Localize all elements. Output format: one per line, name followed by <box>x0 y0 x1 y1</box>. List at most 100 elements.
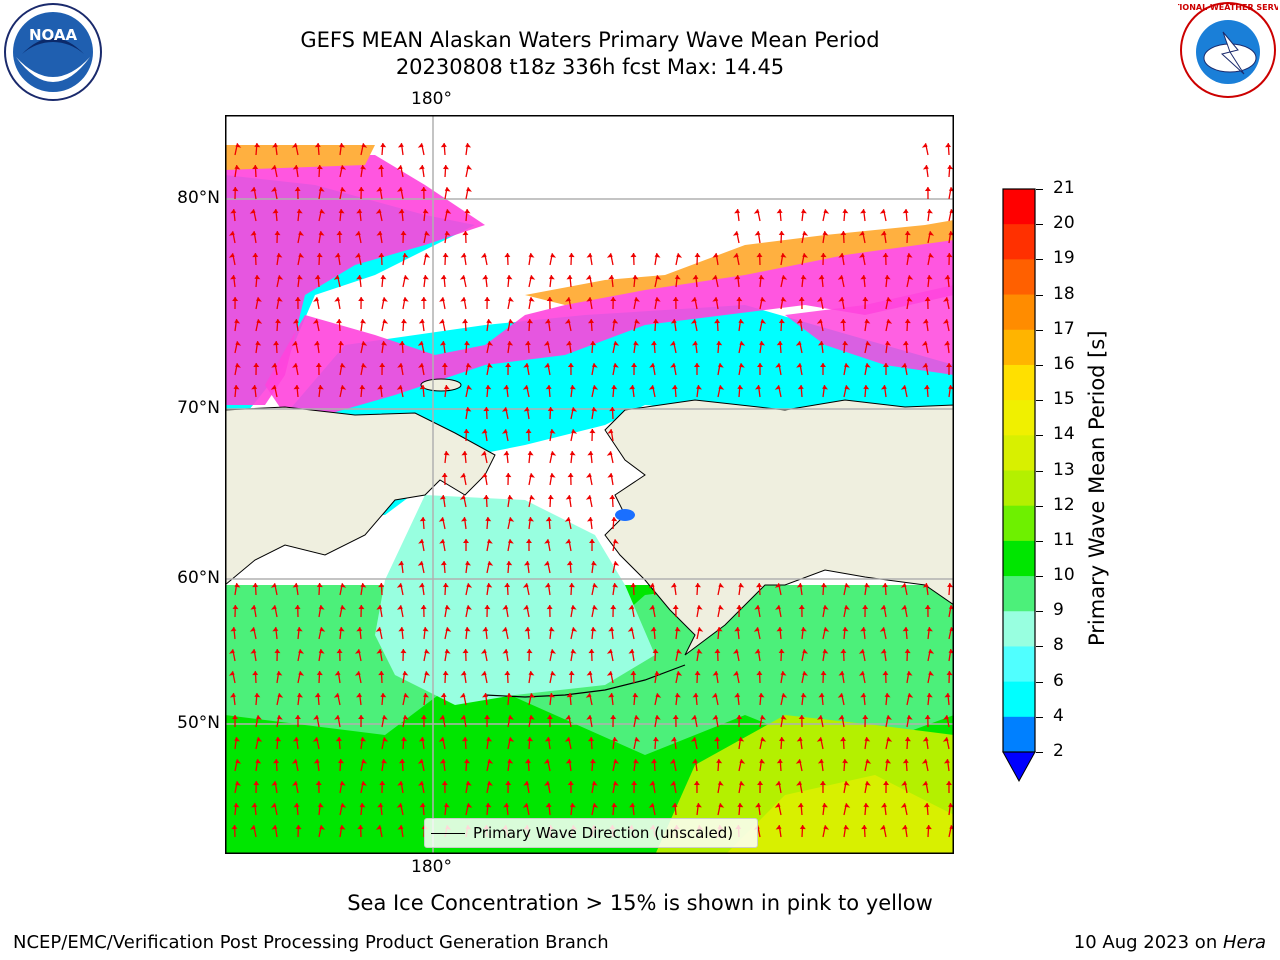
wave-arrow-head <box>439 759 446 764</box>
wave-arrow-head <box>235 341 242 346</box>
wave-arrow-head <box>466 803 473 808</box>
wave-arrow-head <box>439 495 446 500</box>
wave-arrow-head <box>231 825 238 830</box>
wave-arrow-head <box>272 209 279 214</box>
wave-arrow-head <box>314 693 321 698</box>
colorbar-segment <box>1003 364 1035 401</box>
wave-arrow-head <box>606 253 613 258</box>
wave-arrow-head <box>294 297 301 302</box>
wave-arrow-head <box>718 385 725 390</box>
footer-host: Hera <box>1222 932 1266 953</box>
wave-arrow-head <box>315 781 322 786</box>
wave-arrow-head <box>922 319 929 324</box>
wave-arrow-head <box>649 363 656 368</box>
wave-arrow-head <box>381 759 388 764</box>
wave-arrow-head <box>838 715 845 720</box>
wave-arrow-head <box>650 759 657 764</box>
wave-arrow-head <box>862 297 869 302</box>
wave-arrow-head <box>816 319 823 324</box>
wave-arrow-head <box>376 231 383 236</box>
wave-arrow-head <box>858 231 865 236</box>
wave-arrow-head <box>297 693 303 698</box>
wave-arrow-head <box>753 627 760 632</box>
wave-arrow-head <box>422 275 429 280</box>
wave-arrow-head <box>906 297 913 302</box>
wave-arrow-head <box>758 275 765 280</box>
wave-arrow-head <box>298 649 305 654</box>
wave-arrow-head <box>611 803 618 808</box>
wave-arrow-head <box>880 649 887 654</box>
wave-arrow-head <box>465 561 472 566</box>
wave-arrow-head <box>529 693 536 698</box>
wave-arrow-head <box>460 715 467 720</box>
wave-arrow-head <box>527 451 534 456</box>
wave-arrow-head <box>886 737 893 742</box>
wave-arrow-head <box>610 605 617 610</box>
wave-arrow-head <box>255 715 262 720</box>
wave-arrow-head <box>464 759 471 764</box>
wave-arrow-head <box>466 605 473 610</box>
wave-arrow-head <box>588 319 594 324</box>
wave-arrow-head <box>568 253 575 258</box>
wave-arrow-head <box>842 209 849 214</box>
wave-arrow-head <box>840 649 847 654</box>
wave-arrow-head <box>481 429 488 434</box>
wave-arrow-head <box>250 231 257 236</box>
wave-arrow-head <box>947 583 954 588</box>
wave-arrow-head <box>696 605 703 610</box>
wave-arrow-head <box>271 825 278 830</box>
wave-arrow-head <box>270 187 277 192</box>
wave-arrow-head <box>504 671 511 676</box>
wave-arrow-head <box>418 737 425 742</box>
wave-arrow-head <box>543 561 550 566</box>
wave-arrow-head <box>354 671 361 676</box>
wave-arrow-head <box>420 297 427 302</box>
wave-arrow-head <box>736 297 743 302</box>
wave-arrow-head <box>586 297 593 302</box>
nws-logo-text: NATIONAL WEATHER SERVICE <box>1178 3 1278 12</box>
wave-arrow-head <box>671 385 678 390</box>
wave-arrow-head <box>276 297 283 302</box>
wave-arrow-head <box>921 759 928 764</box>
wave-arrow-head <box>732 253 739 258</box>
wave-arrow-head <box>507 759 514 764</box>
wave-arrow-head <box>840 737 847 742</box>
wave-arrow-head <box>800 627 807 632</box>
wave-arrow-head <box>907 693 914 698</box>
wave-arrow-head <box>797 385 804 390</box>
wave-arrow-head <box>776 341 783 346</box>
wave-arrow-head <box>629 385 635 390</box>
wave-arrow-head <box>631 781 638 786</box>
wave-arrow-head <box>506 275 513 280</box>
wave-arrow-head <box>610 715 617 720</box>
wave-arrow-head <box>380 275 387 280</box>
wave-arrow-head <box>712 715 719 720</box>
colorbar-segment <box>1003 189 1035 225</box>
wave-arrow-head <box>676 253 683 258</box>
colorbar-tick-label: 17 <box>1053 318 1075 339</box>
wave-arrow-head <box>402 297 409 302</box>
wave-arrow-head <box>251 803 258 808</box>
wave-arrow-head <box>608 275 615 280</box>
wave-arrow-head <box>864 319 871 324</box>
colorbar-tick-mark <box>1036 752 1043 753</box>
wave-arrow-head <box>480 253 487 258</box>
wave-arrow-head <box>901 605 907 610</box>
wave-arrow-head <box>690 737 697 742</box>
colorbar-tick-mark <box>1036 505 1043 507</box>
wave-arrow-head <box>816 737 823 742</box>
wave-arrow-head <box>718 583 725 588</box>
wave-arrow-head <box>232 187 239 192</box>
wave-arrow-head <box>634 319 641 324</box>
wave-arrow-head <box>630 253 637 258</box>
wave-arrow-head <box>480 671 487 676</box>
wave-arrow-head <box>335 319 342 324</box>
wave-arrow-head <box>317 803 324 808</box>
wave-arrow-head <box>758 693 765 698</box>
wave-arrow-head <box>781 275 788 280</box>
wave-arrow-head <box>881 583 888 588</box>
wave-arrow-head <box>235 143 242 148</box>
wave-arrow-head <box>842 627 849 632</box>
wave-arrow-head <box>483 407 490 412</box>
wave-arrow-head <box>631 363 638 368</box>
